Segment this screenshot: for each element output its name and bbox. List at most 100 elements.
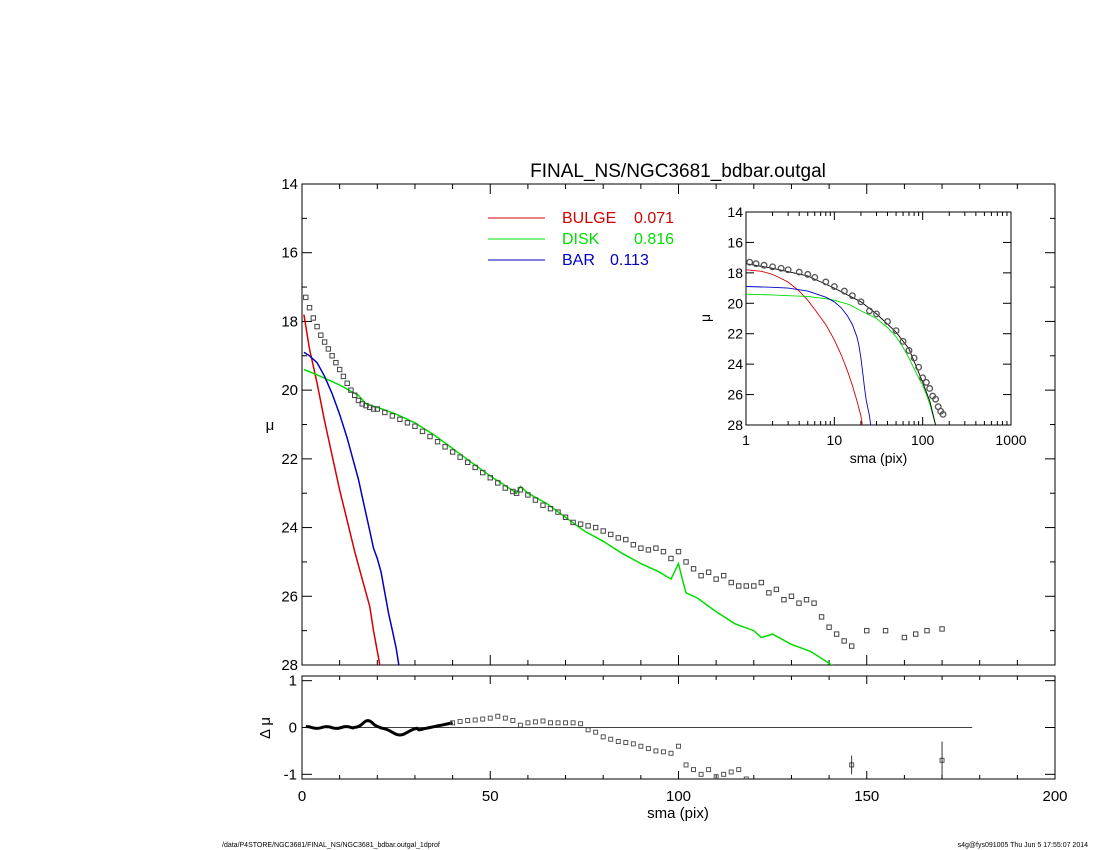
residual-point (502, 715, 508, 721)
data-point (517, 487, 524, 493)
data-point (318, 332, 324, 338)
legend-label-bar: BAR (562, 252, 595, 269)
residual-plot-area (305, 713, 945, 779)
data-point (728, 579, 734, 586)
data-point (841, 638, 847, 644)
data-point (303, 294, 309, 301)
residual-point (721, 771, 727, 777)
data-point (683, 559, 689, 565)
inset-data-point (746, 258, 754, 266)
data-point (690, 566, 697, 572)
data-point (382, 409, 388, 416)
inset-data-point (760, 261, 768, 269)
inset-xtick-label: 1000 (995, 432, 1026, 448)
inset-xlabel: sma (pix) (850, 450, 908, 466)
data-point (310, 315, 316, 321)
data-point (585, 523, 591, 529)
inset-data-point (830, 283, 838, 290)
data-point (630, 542, 637, 548)
residual-point (645, 746, 651, 752)
data-point (336, 366, 343, 373)
legend-value-bulge: 0.071 (634, 210, 674, 227)
main-ytick-label: 16 (281, 245, 298, 262)
residual-ytick-label: 0 (289, 720, 297, 737)
data-point (495, 480, 501, 486)
data-point (321, 339, 328, 345)
data-point (333, 359, 339, 366)
residual-point (698, 771, 704, 777)
residual-point (736, 767, 742, 773)
data-point (645, 547, 652, 553)
residual-xtick-label: 100 (666, 788, 691, 805)
residual-point (450, 720, 456, 726)
residual-point (615, 739, 621, 744)
data-point (427, 433, 433, 440)
inset-data-point (919, 374, 927, 382)
data-point (555, 509, 561, 515)
inset-data-point (857, 298, 865, 306)
data-point (608, 531, 614, 538)
data-point (623, 536, 629, 543)
inset-data-point (795, 268, 803, 276)
inset-ytick-label: 16 (727, 234, 743, 250)
data-point (803, 597, 810, 603)
inset-series-line-bar (746, 286, 872, 425)
inset-ytick-label: 18 (727, 265, 743, 281)
data-point (457, 454, 463, 460)
data-point (713, 576, 719, 582)
residual-point (472, 717, 478, 723)
residual-point (548, 720, 553, 726)
data-point (540, 502, 546, 508)
inset-ytick-label: 20 (727, 295, 743, 311)
residual-point (510, 718, 516, 723)
inset-data-point (804, 270, 812, 278)
main-ytick-label: 14 (281, 176, 298, 193)
residual-ytick-label: -1 (284, 766, 297, 783)
data-point (811, 600, 817, 606)
inset-series-line-bulge (746, 269, 863, 425)
data-point (419, 428, 426, 435)
data-point (796, 600, 802, 606)
residual-point (706, 767, 712, 773)
residual-point (660, 749, 666, 755)
inset-data-point (939, 410, 947, 418)
residual-point (630, 741, 636, 747)
residual-point (593, 729, 599, 735)
inset-plot-area (746, 258, 947, 425)
inset-ytick-label: 14 (727, 204, 743, 220)
residual-point (570, 720, 576, 726)
data-point (788, 593, 795, 599)
residual-point (487, 715, 493, 721)
series-line-bulge (303, 314, 381, 665)
data-point (370, 406, 377, 412)
inset-xtick-label: 100 (911, 432, 935, 448)
data-point (592, 524, 599, 531)
data-point (615, 535, 621, 541)
residual-point (532, 719, 538, 725)
residual-point (480, 716, 486, 722)
data-point (736, 583, 742, 589)
data-point (487, 475, 493, 481)
data-point (781, 597, 787, 603)
residual-point (728, 769, 734, 775)
residual-point (555, 720, 561, 726)
legend-value-bar: 0.113 (610, 252, 649, 269)
main-ylabel: μ (266, 417, 275, 434)
residual-ytick-label: 1 (289, 673, 297, 690)
data-point (412, 423, 418, 429)
data-point (773, 586, 780, 593)
data-point (864, 627, 870, 634)
inset-frame (745, 211, 1012, 426)
residual-point (691, 767, 697, 773)
data-point (833, 631, 840, 637)
data-point (434, 438, 441, 445)
data-point (705, 569, 712, 575)
footer-path: /data/P4STORE/NGC3681/FINAL_NS/NGC3681_b… (222, 842, 440, 849)
inset-data-point (932, 395, 940, 403)
residual-point (585, 727, 591, 733)
footer-timestamp: s4g@fys091005 Thu Jun 5 17:55:07 2014 (958, 842, 1088, 849)
inset-data-point (784, 266, 792, 274)
inset-data-point (926, 385, 934, 392)
